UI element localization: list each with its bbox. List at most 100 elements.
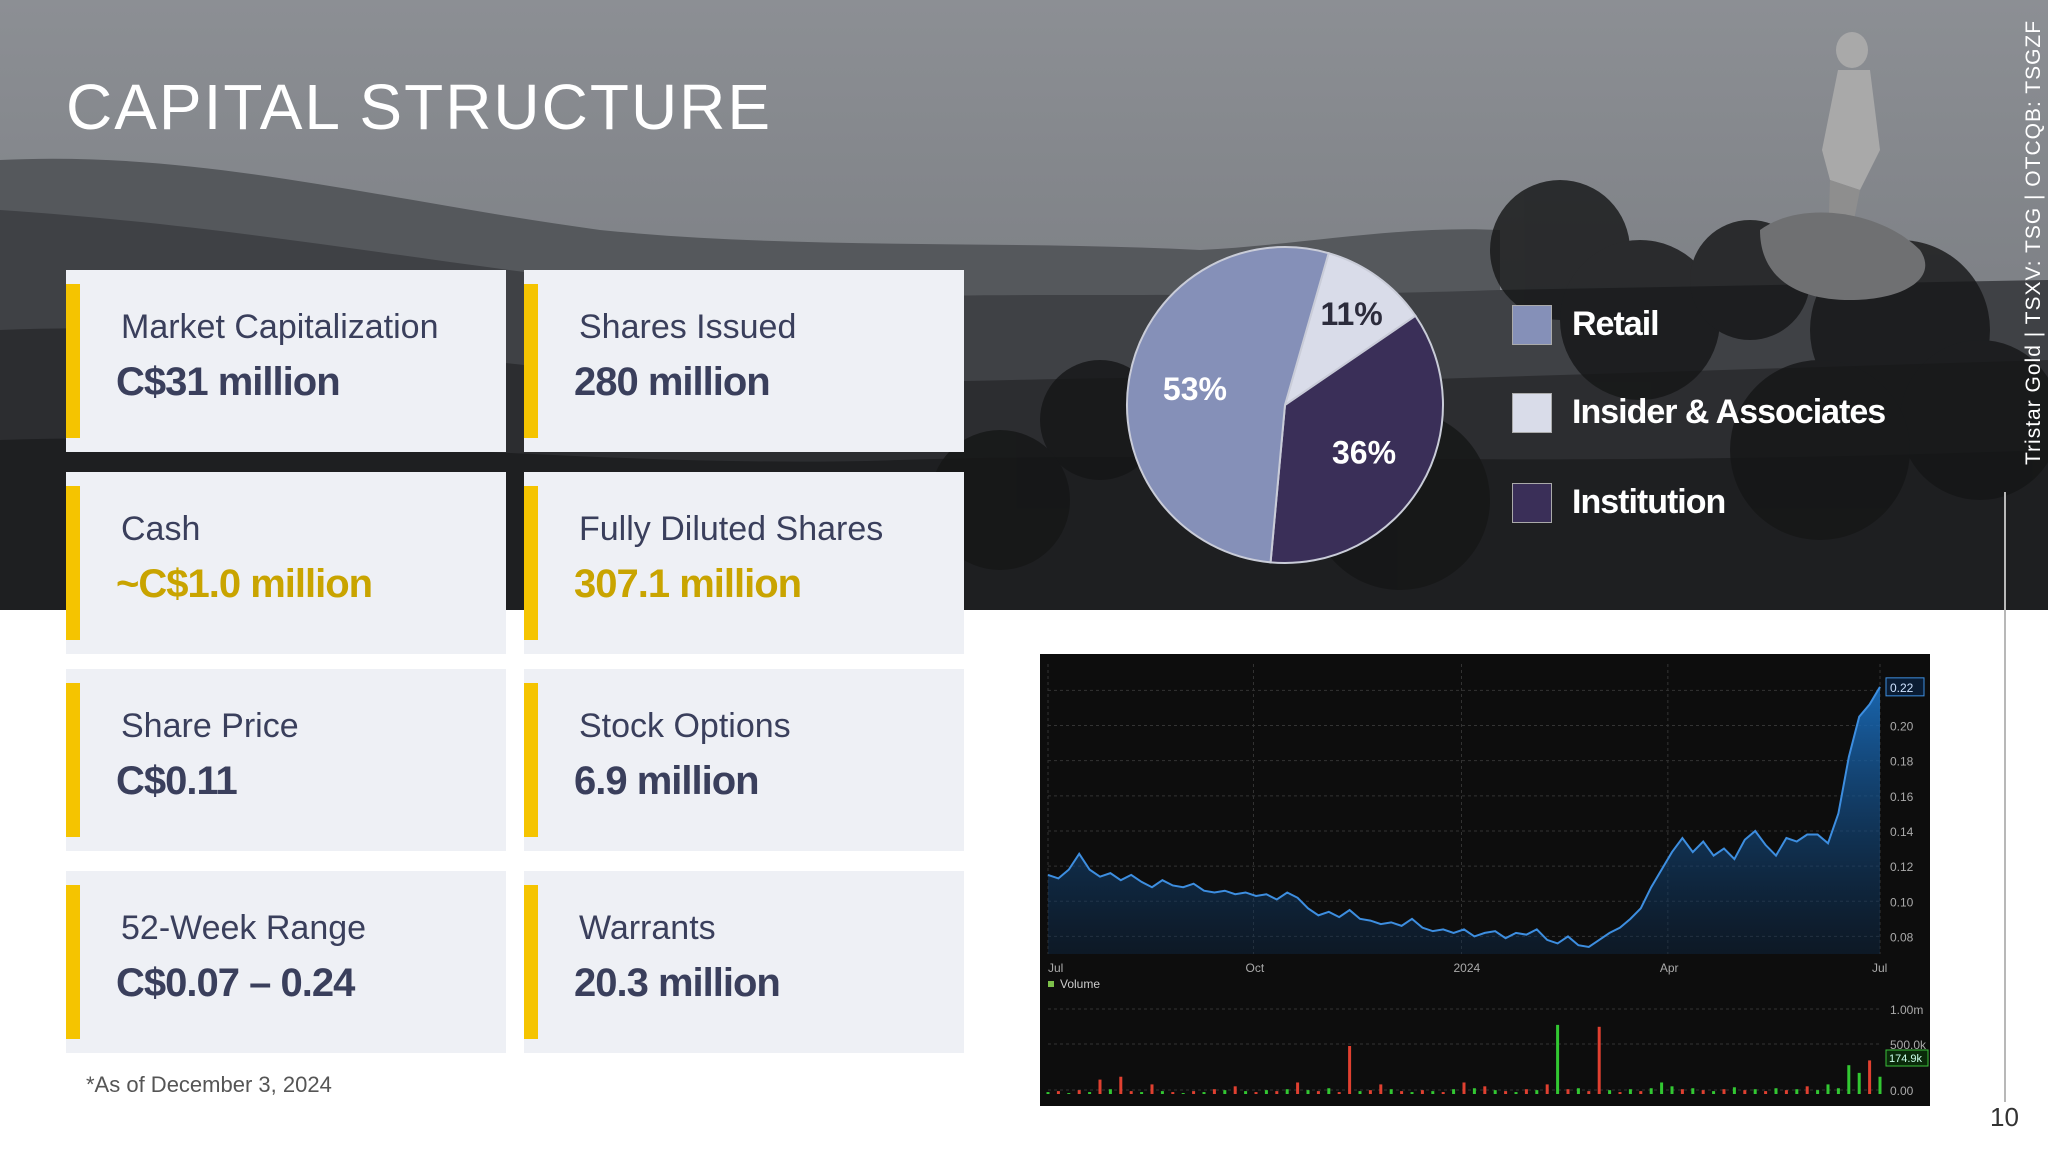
volume-bar	[1285, 1089, 1289, 1094]
y-tick-label: 0.10	[1890, 895, 1914, 909]
volume-bar	[1805, 1086, 1809, 1094]
pie-slice-0	[1126, 246, 1330, 564]
page-title: CAPITAL STRUCTURE	[66, 71, 773, 143]
volume-bar	[1545, 1084, 1549, 1094]
volume-bar	[1264, 1090, 1268, 1094]
x-tick-label: Oct	[1246, 961, 1265, 975]
card-label: Warrants	[579, 909, 716, 947]
volume-bar	[1129, 1091, 1133, 1094]
stock-chart-canvas: 0.22 0.20 0.18 0.16 0.14 0.12 0.10 0.08 Jul Oct 20…	[1046, 664, 1929, 1098]
company-ticker-vertical: Tristar Gold | TSXV: TSG | OTCQB: TSGZF	[2000, 20, 2045, 480]
volume-bar	[1348, 1046, 1352, 1094]
card-value: 20.3 million	[574, 961, 781, 1005]
card-warrants: Warrants 20.3 million	[524, 871, 964, 1053]
volume-bar	[1483, 1086, 1487, 1094]
volume-bar	[1275, 1091, 1279, 1094]
volume-bar	[1296, 1082, 1300, 1094]
volume-bar	[1368, 1090, 1372, 1094]
pie-slice-1	[1283, 251, 1417, 408]
volume-bar	[1254, 1092, 1258, 1094]
card-accent-bar	[524, 486, 538, 640]
stock-price-chart: 0.22 0.20 0.18 0.16 0.14 0.12 0.10 0.08 Jul Oct 20…	[1040, 654, 1930, 1106]
card-value: 280 million	[574, 360, 771, 404]
card-label: Fully Diluted Shares	[579, 510, 884, 548]
card-value: C$0.07 – 0.24	[116, 961, 355, 1005]
volume-tick-label: 0.00	[1890, 1084, 1914, 1098]
card-label: Share Price	[121, 707, 299, 745]
pie-label-0: 53%	[1163, 371, 1227, 407]
volume-bar	[1556, 1024, 1560, 1094]
volume-bar	[1732, 1087, 1736, 1094]
card-label: Shares Issued	[579, 308, 797, 346]
volume-bar	[1067, 1093, 1071, 1094]
volume-bar	[1524, 1089, 1528, 1094]
volume-bar	[1160, 1091, 1164, 1094]
volume-bar	[1514, 1092, 1518, 1094]
volume-tick-label: 1.00m	[1890, 1003, 1923, 1017]
volume-bar	[1244, 1091, 1248, 1094]
side-divider-line	[2004, 492, 2006, 1102]
volume-bar	[1098, 1079, 1102, 1094]
volume-bar	[1680, 1089, 1684, 1094]
last-price-label: 0.22	[1890, 681, 1914, 695]
volume-bar	[1774, 1088, 1778, 1094]
volume-bar	[1452, 1089, 1456, 1094]
card-accent-bar	[524, 284, 538, 438]
card-label: Cash	[121, 510, 201, 548]
footnote: *As of December 3, 2024	[86, 1072, 332, 1097]
x-tick-label: 2024	[1454, 961, 1481, 975]
card-accent-bar	[524, 885, 538, 1039]
legend-label: Institution	[1572, 483, 1726, 521]
legend-label: Retail	[1572, 305, 1660, 343]
card-accent-bar	[66, 885, 80, 1039]
volume-bar	[1472, 1088, 1476, 1094]
volume-tick-label: 500.0k	[1890, 1038, 1927, 1052]
volume-bar	[1389, 1089, 1393, 1094]
volume-bar	[1202, 1092, 1206, 1094]
volume-bar	[1181, 1093, 1185, 1094]
volume-bar	[1441, 1092, 1445, 1094]
volume-bar	[1587, 1091, 1591, 1094]
volume-bar	[1212, 1089, 1216, 1094]
volume-bar	[1400, 1091, 1404, 1094]
card-value: C$0.11	[116, 759, 238, 803]
volume-bar	[1836, 1088, 1840, 1094]
volume-bar	[1868, 1060, 1872, 1094]
card-stock-options: Stock Options 6.9 million	[524, 669, 964, 851]
ownership-pie-chart: 11% 36% 53%	[1126, 246, 1444, 564]
card-accent-bar	[524, 683, 538, 837]
volume-bar	[1192, 1091, 1196, 1094]
volume-bar	[1618, 1092, 1622, 1094]
card-accent-bar	[66, 284, 80, 438]
card-share-price: Share Price C$0.11	[66, 669, 506, 851]
y-tick-label: 0.14	[1890, 825, 1914, 839]
volume-bar	[1493, 1090, 1497, 1094]
legend-swatch	[1512, 393, 1552, 433]
price-area	[1048, 686, 1880, 954]
y-tick-label: 0.18	[1890, 755, 1914, 769]
volume-bar	[1784, 1090, 1788, 1094]
volume-bar	[1150, 1084, 1154, 1094]
volume-bar	[1566, 1089, 1570, 1094]
volume-bar	[1826, 1084, 1830, 1094]
y-tick-label: 0.20	[1890, 720, 1914, 734]
card-market-cap: Market Capitalization C$31 million	[66, 270, 506, 452]
price-line	[1047, 686, 1881, 949]
y-tick-label: 0.08	[1890, 930, 1914, 944]
volume-bar	[1108, 1089, 1112, 1094]
legend-label: Insider & Associates	[1572, 393, 1886, 431]
volume-bar	[1670, 1086, 1674, 1094]
last-price-tag	[1885, 677, 1925, 697]
pie-label-1: 11%	[1320, 296, 1382, 332]
volume-bar	[1462, 1082, 1466, 1094]
volume-bar	[1119, 1076, 1123, 1094]
volume-bar	[1857, 1072, 1861, 1094]
card-label: Stock Options	[579, 707, 791, 745]
card-value: C$31 million	[116, 360, 341, 404]
legend-swatch	[1512, 483, 1552, 523]
volume-bar	[1379, 1084, 1383, 1094]
card-label: Market Capitalization	[121, 308, 439, 346]
volume-bar	[1140, 1092, 1144, 1094]
pie-slice-2	[1269, 314, 1444, 564]
volume-bar	[1608, 1090, 1612, 1094]
